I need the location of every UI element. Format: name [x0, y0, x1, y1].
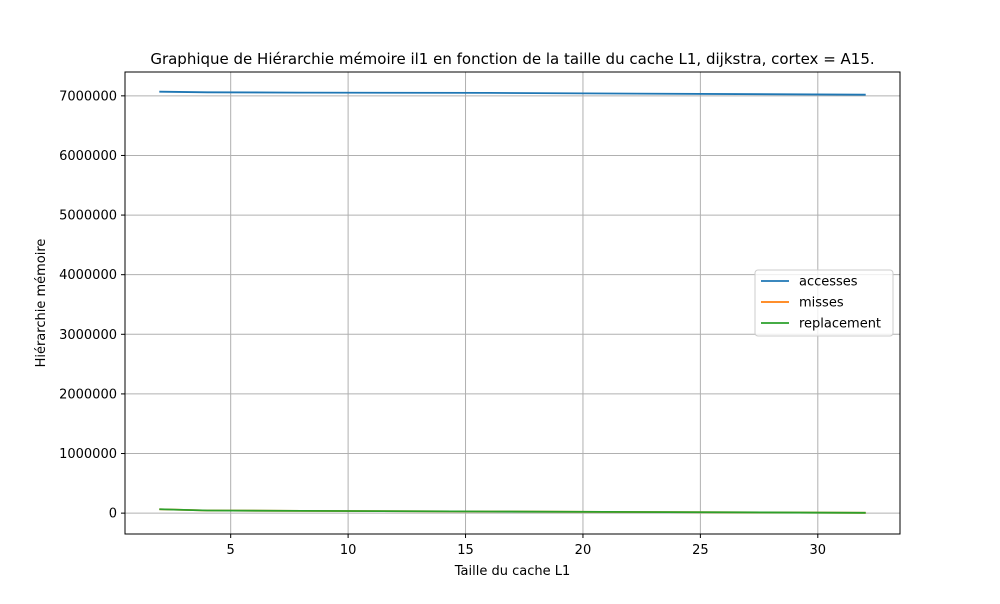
- y-tick-label: 0: [109, 507, 117, 522]
- y-tick-label: 1000000: [59, 447, 117, 462]
- legend: accesses misses replacement: [754, 269, 894, 337]
- x-tick-label: 15: [457, 543, 474, 558]
- legend-label-replacement: replacement: [799, 317, 881, 332]
- y-tick-label: 5000000: [59, 209, 117, 224]
- plot-area-frame: [124, 71, 901, 535]
- legend-items: accesses misses replacement: [761, 275, 881, 332]
- x-axis-ticks: 5 10 15 20 25 30: [227, 534, 827, 558]
- series-line-replacement: [159, 508, 866, 514]
- y-axis-label: Hiérarchie mémoire: [34, 239, 49, 368]
- y-tick-label: 4000000: [59, 268, 117, 283]
- x-tick-label: 25: [692, 543, 709, 558]
- y-axis-ticks: 0 1000000 2000000 3000000 4000000 5000000 6000…: [59, 89, 125, 522]
- y-tick-label: 6000000: [59, 149, 117, 164]
- x-axis-label: Taille du cache L1: [454, 564, 571, 579]
- legend-label-accesses: accesses: [799, 275, 858, 290]
- y-tick-label: 7000000: [59, 89, 117, 104]
- y-tick-label: 2000000: [59, 387, 117, 402]
- series-lines: [159, 90, 866, 514]
- x-tick-label: 20: [575, 543, 592, 558]
- x-tick-label: 5: [227, 543, 235, 558]
- x-tick-label: 30: [810, 543, 827, 558]
- x-tick-label: 10: [340, 543, 357, 558]
- legend-label-misses: misses: [799, 296, 844, 311]
- series-line-accesses: [159, 90, 866, 96]
- legend-box: [754, 269, 894, 337]
- y-tick-label: 3000000: [59, 328, 117, 343]
- chart-title: Graphique de Hiérarchie mémoire il1 en f…: [150, 50, 874, 68]
